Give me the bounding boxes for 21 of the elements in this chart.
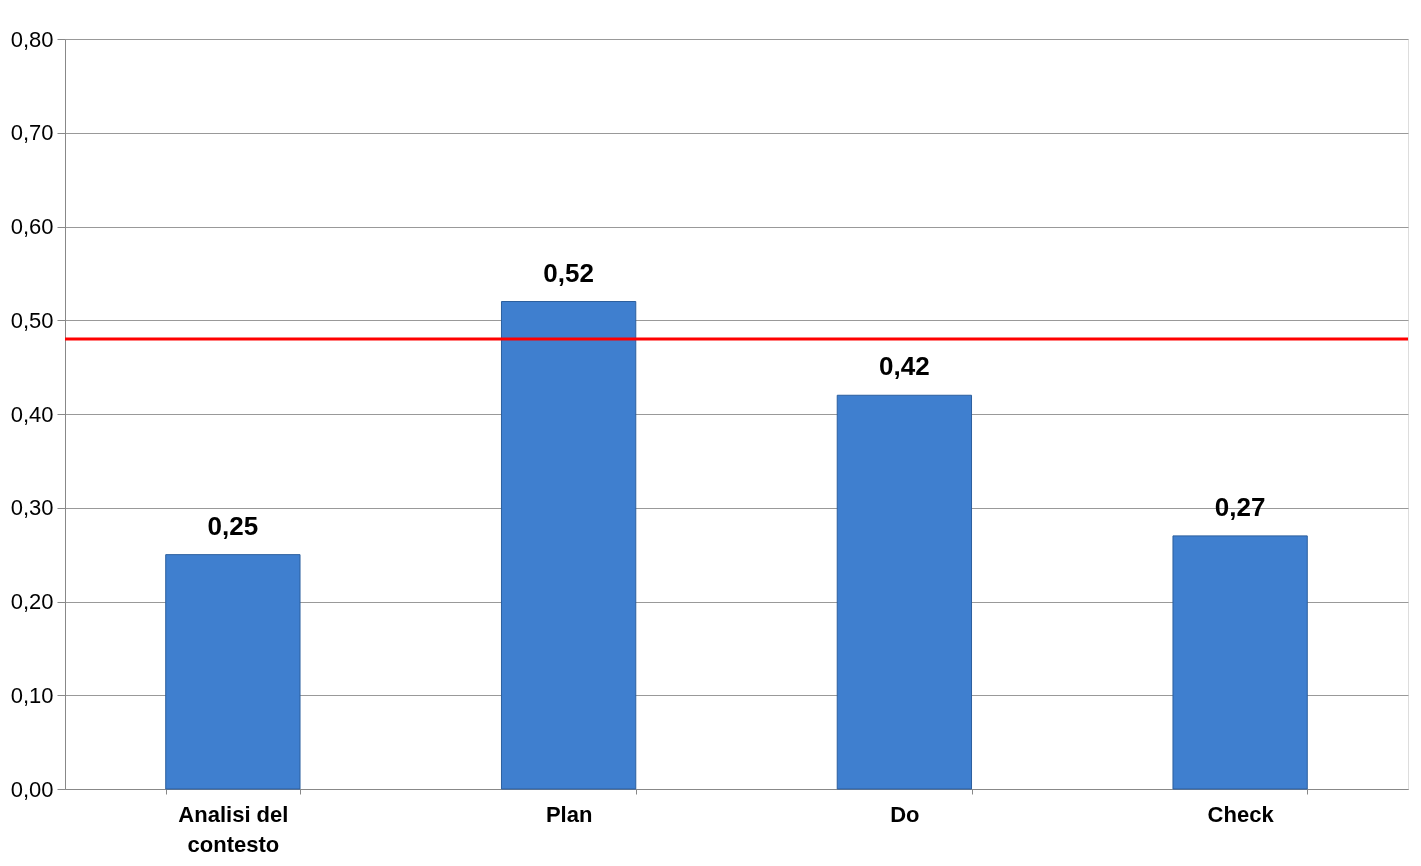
- y-tick-label: 0,30: [10, 495, 54, 521]
- x-tick-label: Do: [890, 801, 920, 827]
- bar: [1172, 535, 1308, 790]
- y-tick-label: 0,50: [10, 307, 54, 333]
- y-tick-label: 0,80: [10, 26, 54, 52]
- y-tick-label: 0,10: [10, 682, 54, 708]
- x-tick-label: Check: [1207, 801, 1275, 827]
- x-tick-label: Analisi del contesto: [178, 801, 289, 857]
- data-label: 0,25: [207, 510, 259, 541]
- data-label: 0,27: [1214, 491, 1266, 522]
- data-label: 0,52: [543, 257, 594, 288]
- bar: [165, 554, 301, 790]
- y-tick-label: 0,60: [10, 214, 54, 239]
- data-label: 0,42: [879, 351, 930, 382]
- y-tick-label: 0,00: [10, 776, 54, 802]
- bar: [500, 301, 637, 790]
- bar: [836, 394, 973, 790]
- y-tick-label: 0,20: [10, 589, 54, 614]
- x-tick-label: Plan: [545, 801, 593, 827]
- y-tick-label: 0,40: [10, 401, 54, 427]
- y-tick-label: 0,70: [10, 120, 54, 146]
